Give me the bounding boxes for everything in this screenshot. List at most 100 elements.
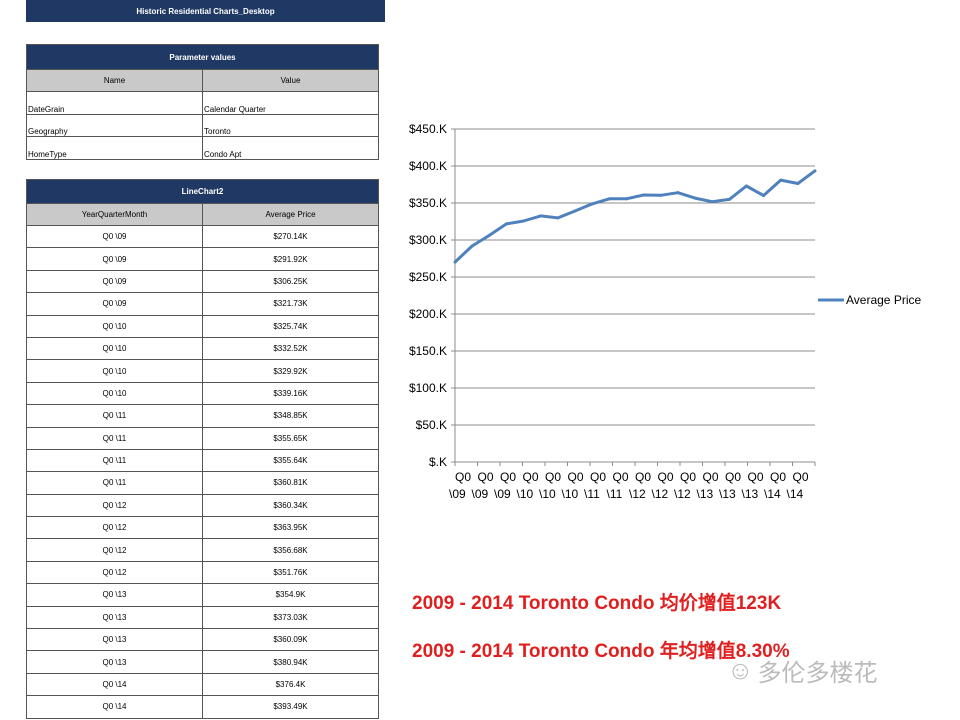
table-cell-value: $363.95K <box>202 516 379 540</box>
table-cell-label: Q0 \11 <box>26 448 203 473</box>
x-tick-label: \09 <box>494 487 511 501</box>
table-cell-value: $325.74K <box>202 314 379 338</box>
table-cell-value: Calendar Quarter <box>202 91 379 115</box>
x-tick-label: \12 <box>652 487 669 501</box>
table-cell-value: $354.9K <box>202 583 379 607</box>
x-tick-label: \13 <box>697 487 714 501</box>
x-tick-label: Q0 <box>793 470 809 484</box>
y-tick-label: $400.K <box>409 159 447 173</box>
data-point <box>693 196 697 200</box>
table-cell-value: $306.25K <box>202 269 379 294</box>
x-tick-label: Q0 <box>680 470 696 484</box>
note-price-increase: 2009 - 2014 Toronto Condo 均价增值123K <box>412 593 782 614</box>
table-cell-value: $355.64K <box>202 448 379 473</box>
table-row: Q0 \14 $376.4K <box>26 672 379 697</box>
x-tick-label: \09 <box>472 487 489 501</box>
table-cell-value: $355.65K <box>202 426 379 450</box>
table-cell-label: Q0 \11 <box>26 426 203 450</box>
x-tick-label: \11 <box>607 487 623 501</box>
column-header-name: Name <box>26 69 203 92</box>
parameter-values-table: Parameter values Name Value DateGrain Cal… <box>26 44 379 160</box>
table-cell-value: $376.4K <box>202 672 379 697</box>
y-tick-label: $.K <box>429 455 447 469</box>
table-cell-value: $393.49K <box>202 695 379 719</box>
x-tick-label: Q0 <box>478 470 494 484</box>
parameter-row: HomeType Condo Apt <box>26 136 379 160</box>
x-tick-label: Q0 <box>523 470 539 484</box>
table-cell-label: Q0 \12 <box>26 538 203 562</box>
table-cell-label: Q0 \14 <box>26 695 203 719</box>
table-cell-label: Q0 \10 <box>26 381 203 406</box>
table-cell-label: Q0 \10 <box>26 314 203 338</box>
table-row: Q0 \10 $332.52K <box>26 336 379 361</box>
table-row: Q0 \10 $339.16K <box>26 381 379 406</box>
data-point <box>607 197 611 201</box>
table-cell-value: $360.09K <box>202 628 379 652</box>
x-tick-label: Q0 <box>770 470 786 484</box>
data-point <box>522 219 526 223</box>
data-point <box>779 178 783 182</box>
linechart-table-title: LineChart2 <box>26 179 379 204</box>
table-cell-label: Q0 \11 <box>26 471 203 495</box>
x-tick-label: \13 <box>742 487 759 501</box>
table-cell-label: Q0 \09 <box>26 224 203 249</box>
table-cell-value: $360.81K <box>202 471 379 495</box>
column-header-value: Value <box>202 69 379 92</box>
x-tick-label: \12 <box>629 487 646 501</box>
table-cell-value: $373.03K <box>202 605 379 630</box>
table-cell-value: $339.16K <box>202 381 379 406</box>
y-tick-label: $300.K <box>409 233 447 247</box>
column-header-yearquartermonth: YearQuarterMonth <box>26 203 203 226</box>
x-tick-label: Q0 <box>455 470 471 484</box>
x-tick-label: Q0 <box>500 470 516 484</box>
table-cell-label: Geography <box>26 113 203 137</box>
table-cell-label: Q0 \13 <box>26 583 203 607</box>
data-point <box>590 202 594 206</box>
table-cell-label: Q0 \12 <box>26 493 203 518</box>
x-tick-label: Q0 <box>725 470 741 484</box>
x-tick-label: Q0 <box>635 470 651 484</box>
column-header-average-price: Average Price <box>202 203 379 226</box>
note-annual-growth: 2009 - 2014 Toronto Condo 年均增值8.30% <box>412 641 790 662</box>
y-tick-label: $100.K <box>409 381 447 395</box>
table-row: Q0 \13 $360.09K <box>26 628 379 652</box>
table-row: Q0 \09 $291.92K <box>26 247 379 271</box>
table-row: Q0 \09 $321.73K <box>26 292 379 316</box>
x-tick-label: \11 <box>584 487 600 501</box>
table-cell-value: Condo Apt <box>202 136 379 160</box>
x-tick-label: \10 <box>539 487 556 501</box>
table-cell-value: $356.68K <box>202 538 379 562</box>
table-row: Q0 \12 $363.95K <box>26 516 379 540</box>
series-line-average-price <box>453 169 816 264</box>
table-row: Q0 \13 $373.03K <box>26 605 379 630</box>
data-point <box>676 191 680 195</box>
parameter-table-title: Parameter values <box>26 44 379 70</box>
x-tick-label: \09 <box>449 487 466 501</box>
data-point <box>539 214 543 218</box>
data-point <box>504 222 508 226</box>
data-point <box>796 181 800 185</box>
table-cell-value: $270.14K <box>202 224 379 249</box>
table-cell-label: Q0 \10 <box>26 359 203 383</box>
data-point <box>470 244 474 248</box>
table-cell-label: Q0 \12 <box>26 560 203 585</box>
table-row: Q0 \13 $354.9K <box>26 583 379 607</box>
table-row: Q0 \10 $329.92K <box>26 359 379 383</box>
x-tick-label: \14 <box>764 487 781 501</box>
table-cell-label: Q0 \12 <box>26 516 203 540</box>
x-tick-label: Q0 <box>748 470 764 484</box>
parameter-row: DateGrain Calendar Quarter <box>26 91 379 115</box>
data-point <box>556 216 560 220</box>
table-cell-value: $351.76K <box>202 560 379 585</box>
table-row: Q0 \12 $351.76K <box>26 560 379 585</box>
y-tick-label: $350.K <box>409 196 447 210</box>
y-tick-label: $50.K <box>416 418 447 432</box>
table-row: Q0 \14 $393.49K <box>26 695 379 719</box>
table-cell-label: Q0 \13 <box>26 628 203 652</box>
legend-label: Average Price <box>846 293 921 307</box>
table-row: Q0 \12 $356.68K <box>26 538 379 562</box>
table-cell-label: Q0 \13 <box>26 650 203 674</box>
data-point <box>710 200 714 204</box>
table-cell-label: Q0 \14 <box>26 672 203 697</box>
table-row: Q0 \09 $270.14K <box>26 224 379 249</box>
